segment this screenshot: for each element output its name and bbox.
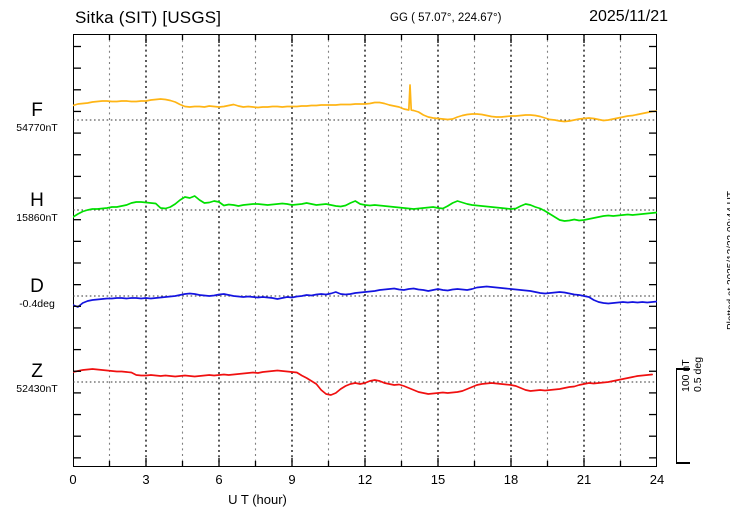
x-tick-label-18: 18 bbox=[503, 472, 519, 487]
series-label-h: H 15860nT bbox=[4, 190, 70, 224]
series-label-h-baseline: 15860nT bbox=[16, 212, 58, 224]
series-label-z-name: Z bbox=[31, 361, 43, 382]
plotted-timestamp-text: Plotted at 2025/12/22 00:44 UT bbox=[726, 191, 730, 330]
x-tick-label-15: 15 bbox=[430, 472, 446, 487]
series-label-h-name: H bbox=[30, 190, 44, 211]
x-axis-title-text: U T (hour) bbox=[228, 492, 287, 507]
series-label-f-name: F bbox=[31, 100, 43, 121]
x-tick-label-3: 3 bbox=[142, 472, 150, 487]
x-tick-label-21: 21 bbox=[576, 472, 592, 487]
x-axis-title: U T (hour) bbox=[0, 492, 730, 507]
series-label-f: F 54770nT bbox=[4, 100, 70, 134]
x-tick-label-9: 9 bbox=[288, 472, 296, 487]
series-label-d: D -0.4deg bbox=[4, 276, 70, 310]
observation-date: 2025/11/21 bbox=[589, 8, 668, 25]
scale-bar-nt: 100 nT bbox=[680, 359, 692, 392]
scale-bar bbox=[676, 368, 690, 464]
scale-bar-deg: 0.5 deg bbox=[692, 356, 704, 392]
geographic-coordinates: GG ( 57.07°, 224.67°) bbox=[390, 12, 502, 24]
series-label-f-baseline: 54770nT bbox=[16, 122, 58, 134]
x-tick-label-0: 0 bbox=[69, 472, 77, 487]
magnetogram-traces bbox=[73, 34, 657, 467]
series-label-d-name: D bbox=[30, 276, 44, 297]
x-tick-label-6: 6 bbox=[215, 472, 223, 487]
series-label-z: Z 52430nT bbox=[4, 361, 70, 395]
plot-frame bbox=[73, 34, 657, 467]
x-tick-label-24: 24 bbox=[649, 472, 665, 487]
series-label-z-baseline: 52430nT bbox=[16, 383, 58, 395]
series-label-d-baseline: -0.4deg bbox=[19, 298, 55, 310]
x-tick-label-12: 12 bbox=[357, 472, 373, 487]
page-title: Sitka (SIT) [USGS] bbox=[75, 8, 222, 27]
